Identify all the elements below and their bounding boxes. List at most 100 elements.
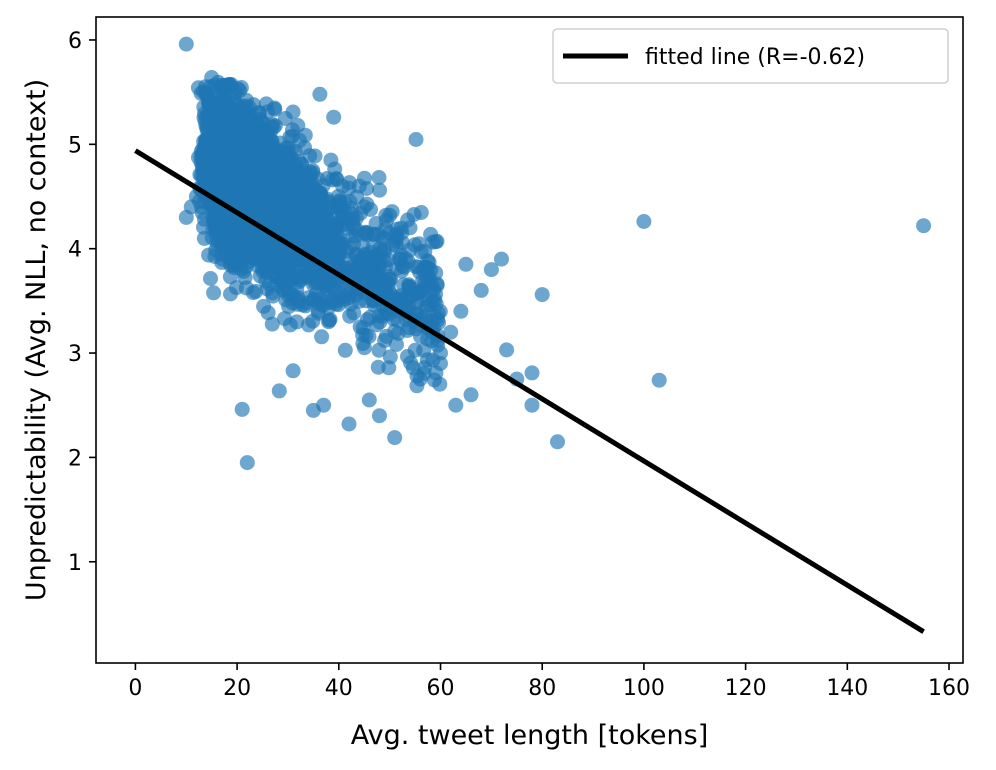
fitted-line — [134, 148, 925, 634]
scatter-point — [226, 185, 242, 201]
scatter-point — [306, 277, 321, 293]
scatter-point — [424, 333, 440, 349]
scatter-point — [389, 337, 404, 352]
scatter-point — [371, 170, 387, 185]
scatter-point — [443, 324, 459, 340]
scatter-point — [178, 209, 194, 225]
scatter-point — [278, 154, 294, 170]
scatter-point — [264, 139, 280, 155]
scatter-point — [285, 104, 301, 120]
scatter-point — [377, 282, 393, 298]
scatter-point — [285, 363, 301, 379]
scatter-point — [336, 209, 352, 225]
scatter-point — [412, 371, 428, 387]
scatter-point — [219, 115, 235, 131]
scatter-point — [260, 305, 276, 321]
x-tick-label: 160 — [928, 676, 970, 701]
y-tick-label: 2 — [68, 446, 82, 471]
x-tick-label: 120 — [725, 676, 767, 701]
scatter-point — [353, 251, 369, 267]
scatter-point — [494, 251, 509, 267]
scatter-point — [248, 283, 264, 299]
scatter-point — [198, 136, 214, 152]
scatter-point — [294, 156, 310, 172]
scatter-point — [270, 209, 286, 225]
y-tick-label: 3 — [68, 342, 82, 367]
scatter-point — [372, 408, 387, 424]
scatter-point — [341, 240, 357, 256]
scatter-point — [285, 122, 300, 138]
scatter-point — [250, 148, 265, 164]
plot-area — [134, 36, 932, 634]
scatter-point — [385, 237, 401, 253]
legend-box — [552, 28, 949, 84]
scatter-point — [396, 259, 412, 275]
scatter-point — [305, 241, 321, 257]
scatter-point — [194, 168, 209, 184]
scatter-point — [351, 178, 367, 194]
x-tick-label: 20 — [223, 676, 251, 701]
scatter-point — [483, 262, 499, 278]
y-tick-label: 1 — [68, 551, 82, 576]
scatter-point — [433, 356, 448, 371]
scatter-point — [355, 320, 371, 336]
scatter-point — [317, 207, 333, 223]
scatter-point — [368, 248, 384, 264]
scatter-point — [369, 317, 385, 333]
scatter-point — [196, 219, 211, 235]
scatter-point — [264, 285, 280, 301]
scatter-point — [316, 397, 332, 413]
scatter-point — [413, 205, 429, 220]
scatter-point — [260, 251, 276, 267]
scatter-point — [422, 282, 438, 298]
scatter-point — [314, 329, 330, 345]
y-tick-label: 5 — [68, 133, 82, 158]
scatter-point — [408, 132, 424, 147]
scatter-point — [326, 109, 342, 125]
scatter-point — [178, 36, 194, 52]
scatter-point — [265, 174, 281, 190]
scatter-point — [223, 286, 238, 302]
scatter-point — [341, 416, 357, 432]
scatter-point — [290, 293, 306, 309]
scatter-point — [377, 221, 393, 237]
scatter-point — [358, 224, 374, 240]
legend: fitted line (R=-0.62) — [552, 28, 949, 84]
scatter-point — [400, 349, 415, 364]
scatter-point — [293, 167, 309, 183]
x-tick-label: 0 — [128, 676, 142, 701]
scatter-point — [534, 287, 550, 303]
scatter-point — [392, 293, 408, 309]
scatter-point — [524, 397, 540, 413]
scatter-point — [372, 182, 387, 198]
x-tick-label: 60 — [427, 676, 455, 701]
scatter-point — [636, 214, 652, 229]
scatter-point — [243, 223, 259, 239]
scatter-point — [371, 342, 387, 358]
scatter-point — [250, 122, 266, 138]
y-tick-label: 4 — [68, 238, 82, 263]
scatter-point — [275, 272, 291, 288]
scatter-point — [234, 401, 250, 417]
scatter-point — [289, 314, 305, 330]
scatter-point — [307, 223, 323, 238]
scatter-point — [428, 234, 444, 250]
scatter-point — [314, 190, 330, 206]
scatter-point — [199, 147, 215, 163]
scatter-point — [326, 221, 342, 236]
scatter-point — [463, 387, 479, 403]
scatter-point — [413, 244, 429, 260]
scatter-point — [239, 455, 255, 471]
scatter-point — [448, 397, 464, 413]
scatter-point — [423, 262, 439, 278]
scatter-point — [255, 189, 270, 204]
scatter-point — [284, 185, 300, 201]
axes: 0 20 40 60 80 100 120 140 160 1 2 3 4 5 6 — [68, 16, 970, 701]
scatter-point — [331, 194, 347, 210]
scatter-point — [209, 84, 225, 100]
scatter-point — [387, 430, 403, 446]
x-axis-label: Avg. tweet length [tokens] — [351, 720, 709, 751]
x-tick-label: 80 — [528, 676, 556, 701]
scatter-point — [425, 294, 441, 310]
scatter-point — [337, 342, 353, 358]
